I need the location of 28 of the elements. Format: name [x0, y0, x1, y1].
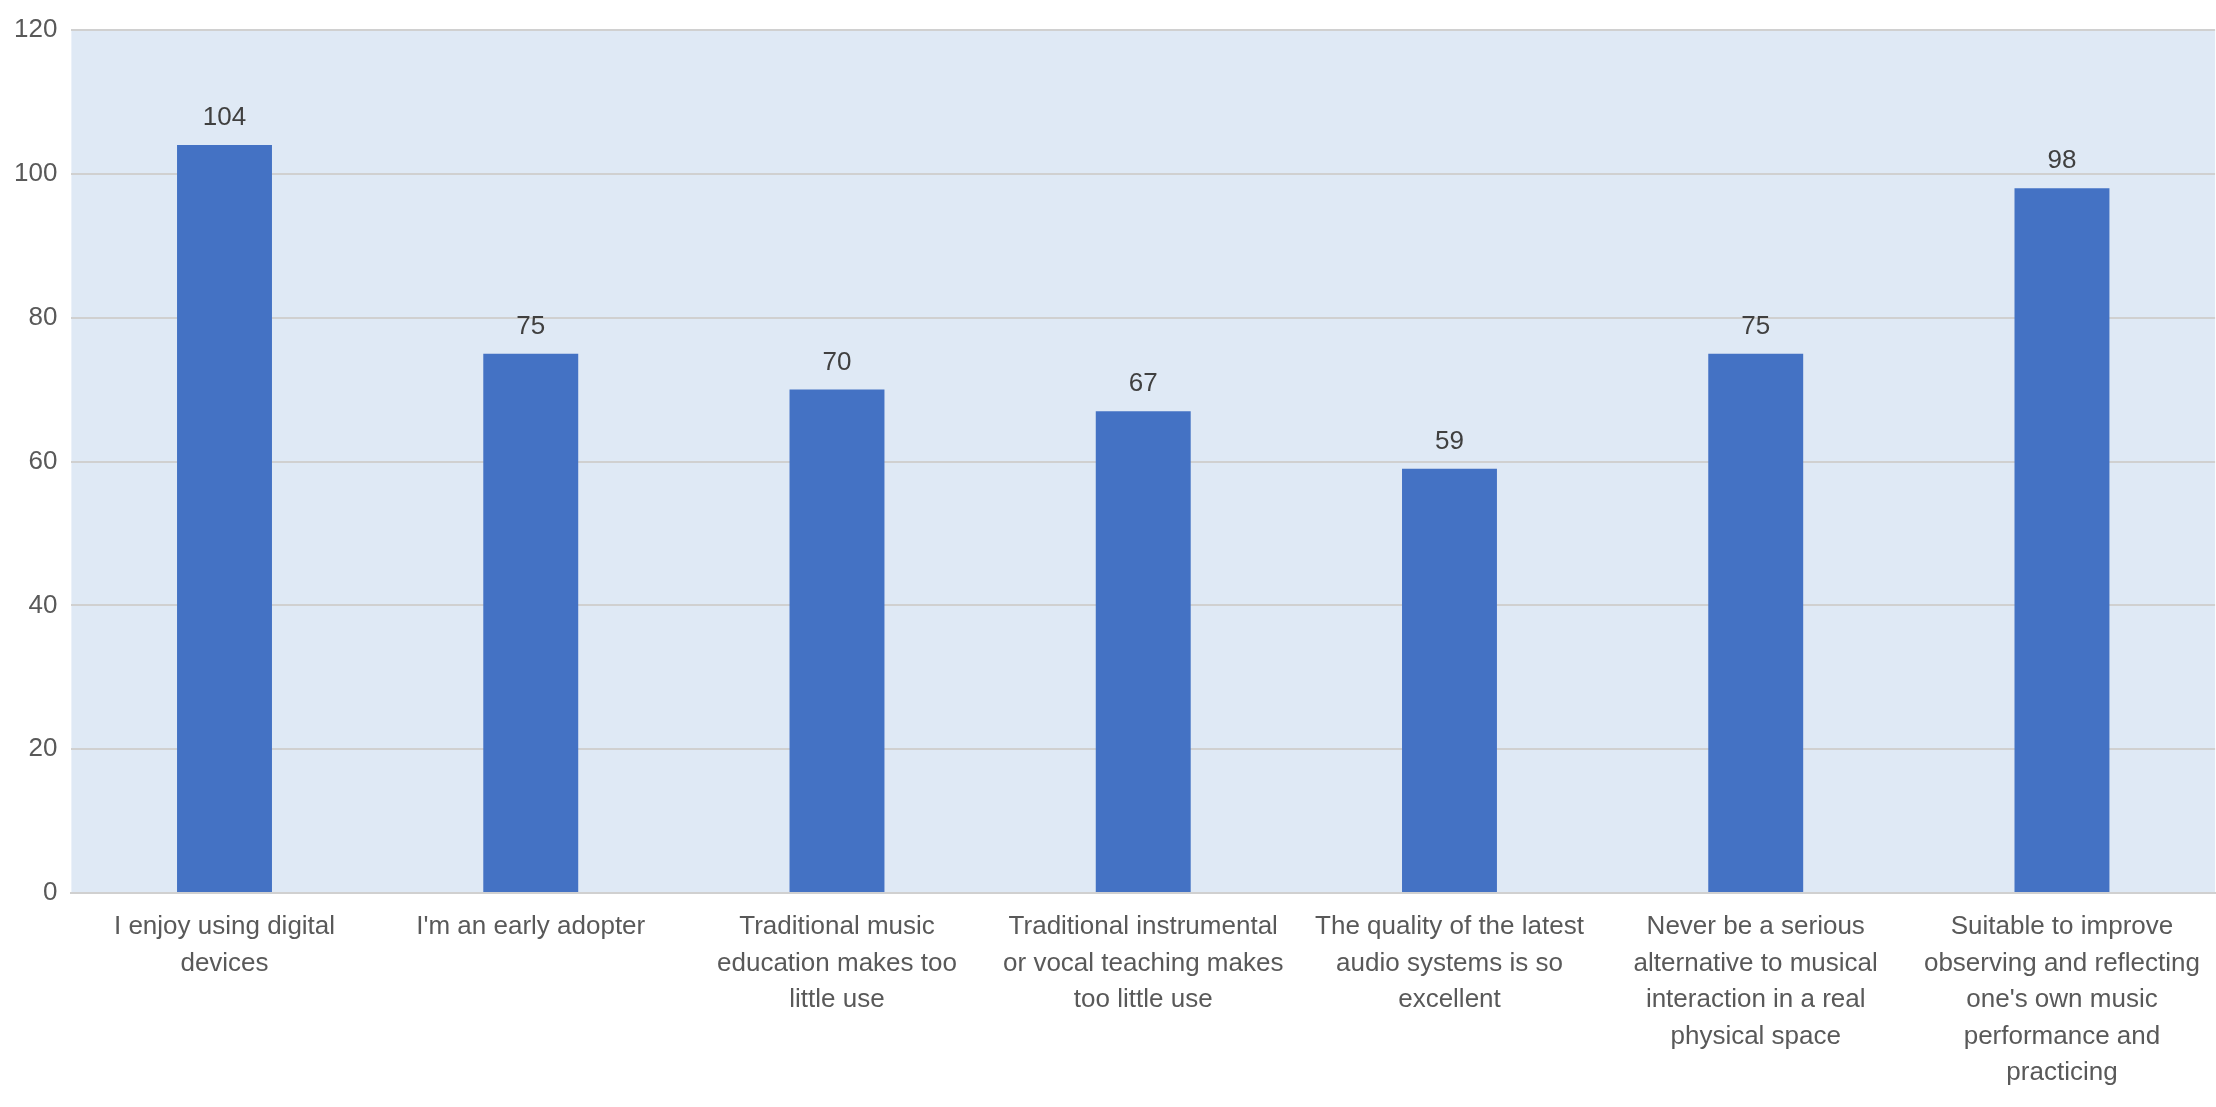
- y-tick-label: 40: [28, 588, 58, 619]
- data-label: 98: [2047, 144, 2077, 175]
- data-label: 70: [822, 345, 852, 376]
- y-tick-label: 60: [28, 444, 58, 475]
- data-label: 104: [202, 101, 247, 132]
- data-label: 67: [1128, 367, 1158, 398]
- y-tick-label: 120: [13, 13, 58, 44]
- bar: [483, 353, 579, 892]
- data-label: 75: [1741, 309, 1771, 340]
- x-tick-label: Traditional music education makes too little use: [717, 910, 957, 1014]
- x-tick-label: I'm an early adopter: [416, 910, 646, 941]
- x-tick-label: Traditional instrumental or vocal teaching makes too little use: [1003, 910, 1284, 1014]
- bar: [2014, 188, 2110, 892]
- bar: [789, 389, 885, 892]
- y-tick-label: 0: [42, 876, 58, 907]
- x-tick-label: Suitable to improve observing and reflecting one's own music performance and practicing: [1923, 910, 2200, 1086]
- data-label: 59: [1435, 424, 1464, 455]
- y-tick-label: 100: [13, 157, 58, 188]
- y-tick-label: 20: [28, 732, 58, 763]
- bar: [1708, 353, 1804, 892]
- bar: [177, 145, 272, 892]
- y-tick-label: 80: [28, 300, 58, 331]
- x-tick-label: I enjoy using digital devices: [113, 910, 336, 977]
- bar: [1095, 411, 1191, 892]
- data-label: 75: [516, 309, 546, 340]
- x-tick-label: Never be a serious alternative to musical interaction in a real physical space: [1633, 910, 1878, 1050]
- bar: [1402, 468, 1497, 892]
- x-tick-label: The quality of the latest audio systems is so excellent: [1315, 910, 1585, 1014]
